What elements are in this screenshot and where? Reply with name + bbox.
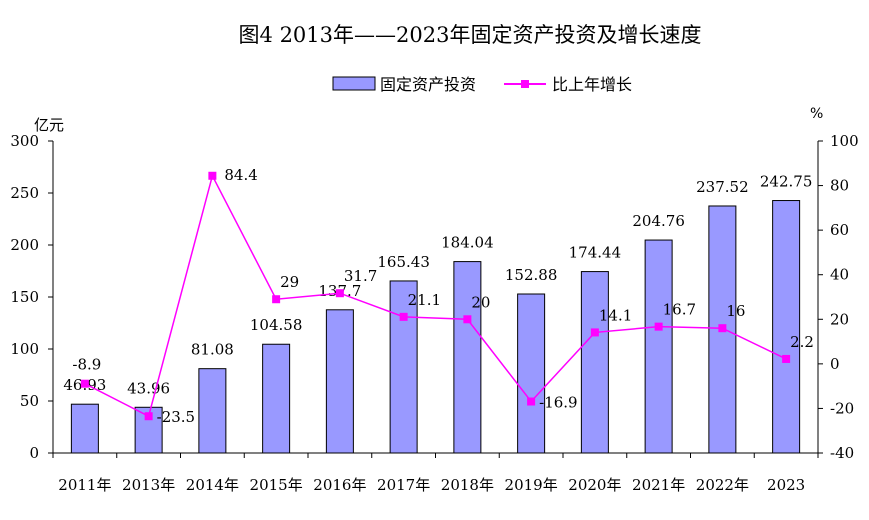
growth-marker — [718, 324, 727, 333]
growth-value-label: 20 — [471, 293, 490, 311]
growth-marker — [399, 312, 408, 321]
bar — [644, 239, 673, 454]
x-tick-label: 2023 — [767, 476, 805, 494]
growth-marker — [335, 289, 344, 298]
bar — [580, 271, 609, 454]
growth-line — [84, 173, 787, 418]
growth-value-label: 16 — [726, 302, 745, 320]
y-left-tick-label: 200 — [10, 236, 39, 254]
y-right-tick-label: 40 — [830, 266, 849, 284]
y-left-unit: 亿元 — [34, 116, 64, 134]
x-tick-label: 2013年 — [122, 476, 175, 494]
bar — [772, 200, 801, 454]
x-tick-label: 2019年 — [505, 476, 558, 494]
bar — [517, 293, 546, 454]
x-tick-label: 2015年 — [250, 476, 303, 494]
y-right-tick-label: 100 — [830, 132, 859, 150]
bar-value-label: 165.43 — [377, 253, 430, 271]
legend-bar-swatch — [332, 76, 376, 91]
bar — [389, 280, 418, 454]
bar-value-label: 104.58 — [250, 316, 303, 334]
bar-value-label: 81.08 — [191, 341, 234, 359]
growth-value-label: 29 — [280, 273, 299, 291]
growth-marker — [527, 397, 536, 406]
legend-bar-label: 固定资产投资 — [380, 75, 476, 94]
y-right-tick-label: 60 — [830, 221, 849, 239]
bar — [262, 343, 291, 454]
bar — [453, 261, 482, 454]
bar-value-label: 184.04 — [441, 234, 494, 252]
x-tick-label: 2021年 — [632, 476, 685, 494]
bar-value-label: 242.75 — [760, 173, 813, 191]
legend: 固定资产投资 比上年增长 — [332, 75, 632, 94]
growth-value-label: -23.5 — [157, 408, 195, 426]
y-left-tick-label: 0 — [29, 444, 39, 462]
growth-marker — [80, 379, 89, 388]
legend-line-label: 比上年增长 — [552, 75, 632, 94]
chart-title: 图4 2013年——2023年固定资产投资及增长速度 — [239, 23, 702, 47]
bar-value-label: 43.96 — [127, 379, 170, 397]
y-right-tick-label: 0 — [830, 355, 840, 373]
plot-area: 0 50 100 150 200 250 300 -40 -20 0 20 40 60 80 100 2011… — [10, 132, 858, 494]
growth-value-label: 84.4 — [224, 166, 257, 184]
x-tick-label: 2018年 — [441, 476, 494, 494]
bar-value-label: 204.76 — [632, 212, 685, 230]
growth-value-label: 21.1 — [408, 291, 441, 309]
x-tick-label: 2022年 — [696, 476, 749, 494]
y-left-tick-label: 250 — [10, 184, 39, 202]
bar — [70, 403, 99, 454]
bar-value-label: 174.44 — [569, 244, 622, 262]
growth-marker — [208, 171, 217, 180]
legend-line-marker — [521, 80, 529, 88]
growth-value-label: 14.1 — [599, 306, 632, 324]
growth-marker — [654, 322, 663, 331]
y-right-tick-label: -20 — [830, 399, 854, 417]
y-left-tick-label: 300 — [10, 132, 39, 150]
y-right-unit: % — [810, 106, 823, 122]
growth-value-label: -16.9 — [539, 394, 577, 412]
growth-marker — [590, 328, 599, 337]
y-right-tick-label: 80 — [830, 177, 849, 195]
x-tick-label: 2017年 — [377, 476, 430, 494]
growth-value-label: 31.7 — [344, 267, 377, 285]
x-tick-label: 2011年 — [58, 476, 111, 494]
growth-value-label: -8.9 — [72, 356, 101, 374]
growth-value-label: 2.2 — [790, 333, 814, 351]
growth-marker — [782, 354, 791, 363]
x-tick-label: 2016年 — [313, 476, 366, 494]
bar-value-label: 152.88 — [505, 266, 558, 284]
bar-value-label: 237.52 — [696, 178, 749, 196]
y-left-tick-label: 50 — [20, 392, 39, 410]
growth-value-label: 16.7 — [663, 301, 696, 319]
bar — [325, 309, 354, 454]
bar — [198, 368, 227, 454]
growth-marker — [463, 315, 472, 324]
x-tick-label: 2014年 — [186, 476, 239, 494]
y-left-tick-label: 100 — [10, 340, 39, 358]
growth-marker — [144, 412, 153, 421]
y-right-tick-label: -40 — [830, 444, 854, 462]
x-tick-label: 2020年 — [568, 476, 621, 494]
y-right-tick-label: 20 — [830, 310, 849, 328]
y-left-tick-label: 150 — [10, 288, 39, 306]
growth-marker — [272, 295, 281, 304]
